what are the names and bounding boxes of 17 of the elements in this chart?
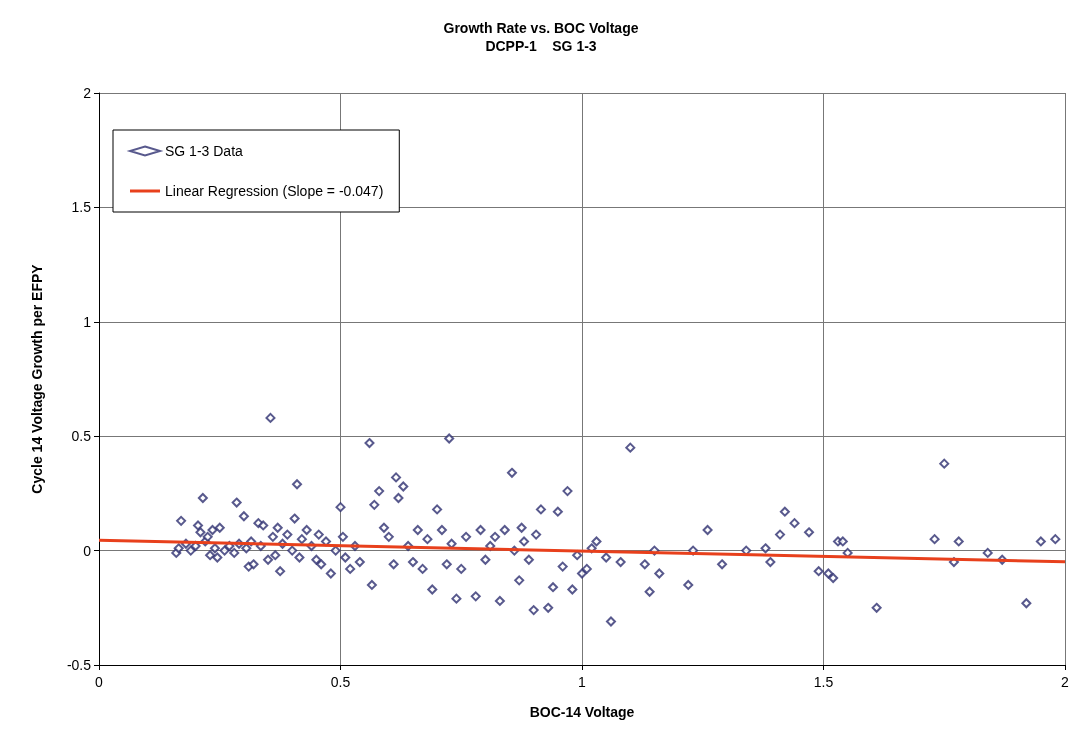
y-tick-label: 0.5 xyxy=(71,428,92,445)
y-tick-label: 1.5 xyxy=(71,199,92,216)
y-tick-label: -0.5 xyxy=(66,657,92,673)
x-tick-label: 0 xyxy=(95,674,104,690)
x-tick-label: 1 xyxy=(578,674,587,690)
legend-label: SG 1-3 Data xyxy=(165,143,244,159)
y-tick-label: 0 xyxy=(83,542,92,559)
y-tick-label: 2 xyxy=(83,85,92,101)
x-axis-title: BOC-14 Voltage xyxy=(529,704,635,720)
chart-title: Growth Rate vs. BOC Voltage xyxy=(443,20,639,36)
x-tick-label: 1.5 xyxy=(813,674,834,690)
y-tick-label: 1 xyxy=(83,313,92,330)
x-tick-label: 0.5 xyxy=(330,674,351,690)
chart-subtitle: DCPP-1 SG 1-3 xyxy=(485,38,597,54)
y-axis-title: Cycle 14 Voltage Growth per EFPY xyxy=(29,263,45,494)
legend-label: Linear Regression (Slope = -0.047) xyxy=(165,183,384,199)
x-tick-label: 2 xyxy=(1061,674,1070,690)
